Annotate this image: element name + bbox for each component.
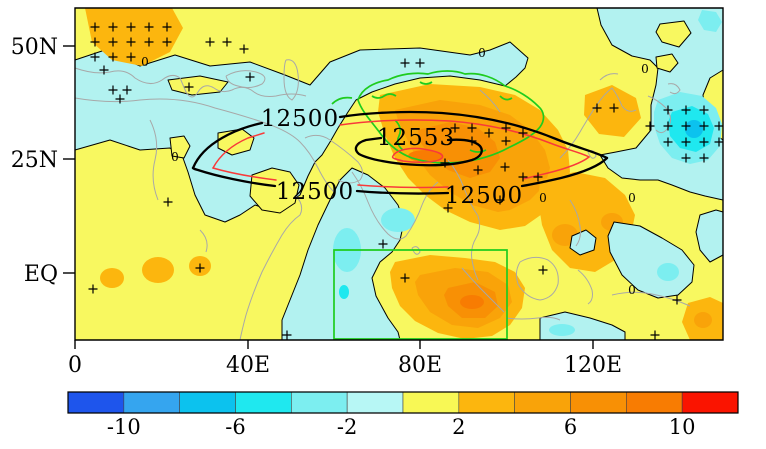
colorbar-segment <box>347 392 403 413</box>
significance-cross-marks <box>89 23 724 340</box>
colorbar-tick-label: 10 <box>669 415 696 439</box>
zero-contour-label: 0 <box>141 55 149 69</box>
cyan-java <box>549 324 575 336</box>
cyan-india <box>381 208 415 232</box>
cyan-max-east-of-japan <box>685 120 703 138</box>
zero-contour-label: 0 <box>539 191 547 205</box>
amber-korea <box>584 85 641 137</box>
region-east-edge <box>696 210 723 262</box>
tibetan-plateau-outline-green <box>332 71 544 163</box>
contour-label-layer: 12500 12553 12500 12500 0 0 0 0 0 0 0 <box>141 46 649 297</box>
y-axis-label: 50N <box>11 35 58 60</box>
x-axis-label: 40E <box>226 353 270 378</box>
colorbar-frame <box>68 392 738 413</box>
x-axis-label: 80E <box>398 353 442 378</box>
island-med-2 <box>250 168 299 213</box>
cyan-ne-corner <box>698 10 722 32</box>
analysis-box-green <box>334 250 507 339</box>
max-orange-indianocean <box>460 295 484 309</box>
y-axis-label: EQ <box>24 262 58 287</box>
colorbar-segment <box>291 392 347 413</box>
zero-contour-label: 0 <box>171 150 179 164</box>
colorbar-segment <box>68 392 124 413</box>
zero-contour-label: 0 <box>628 283 636 297</box>
colorbar-segment <box>180 392 236 413</box>
island-ne-pocket <box>656 21 691 47</box>
cyan-box-west <box>339 285 349 299</box>
colorbar-tick-label: -2 <box>337 415 357 439</box>
significance-crosses <box>89 23 724 340</box>
island-japan <box>656 54 678 72</box>
zero-contour-label: 0 <box>641 62 649 76</box>
y-axis: 50N 25N EQ <box>11 35 75 287</box>
cyan-newguinea <box>657 263 679 281</box>
island-anatolia <box>168 76 228 95</box>
x-axis-label: 120E <box>564 353 622 378</box>
colorbar-segment <box>459 392 515 413</box>
colorbar-segment <box>124 392 180 413</box>
map-border <box>75 8 723 340</box>
contour-label: 12553 <box>377 125 455 151</box>
contour-label: 12500 <box>276 179 354 205</box>
colorbar-segment <box>626 392 682 413</box>
deep-orange-tibet <box>418 122 500 178</box>
colorbar-segment <box>571 392 627 413</box>
coastlines <box>75 60 690 340</box>
positive-islands <box>168 21 691 213</box>
orange-se-corner <box>694 312 712 328</box>
zero-contour-label: 0 <box>478 46 486 60</box>
zero-contour-label: 0 <box>628 191 636 205</box>
colorbar-tick-label: 6 <box>564 415 577 439</box>
colorbar-segment <box>403 392 459 413</box>
contour-label: 12500 <box>445 183 523 209</box>
red-climatology-contours <box>213 120 589 188</box>
colorbar-tick-label: -10 <box>107 415 141 439</box>
colorbar-segment <box>236 392 292 413</box>
colorbar-tick-label: 2 <box>452 415 465 439</box>
colorbar: -10 -6 -2 2 6 10 <box>68 392 738 439</box>
x-axis: 0 40E 80E 120E <box>68 340 622 378</box>
colorbar-tick-label: -6 <box>225 415 245 439</box>
contour-label: 12500 <box>261 106 339 132</box>
colorbar-segment <box>682 392 738 413</box>
black-height-contours <box>193 112 607 194</box>
amber-europe-nw <box>85 8 183 66</box>
colorbar-segment <box>515 392 571 413</box>
map-panel: 12500 12553 12500 12500 0 0 0 0 0 0 0 50N 25N EQ 0 40… <box>11 8 724 378</box>
x-axis-label: 0 <box>68 353 82 378</box>
y-axis-label: 25N <box>11 148 58 173</box>
island-west-tip <box>170 136 190 158</box>
pocket-borneo <box>570 230 596 255</box>
amber-africa-2 <box>142 257 174 283</box>
amber-africa-1 <box>100 268 124 288</box>
